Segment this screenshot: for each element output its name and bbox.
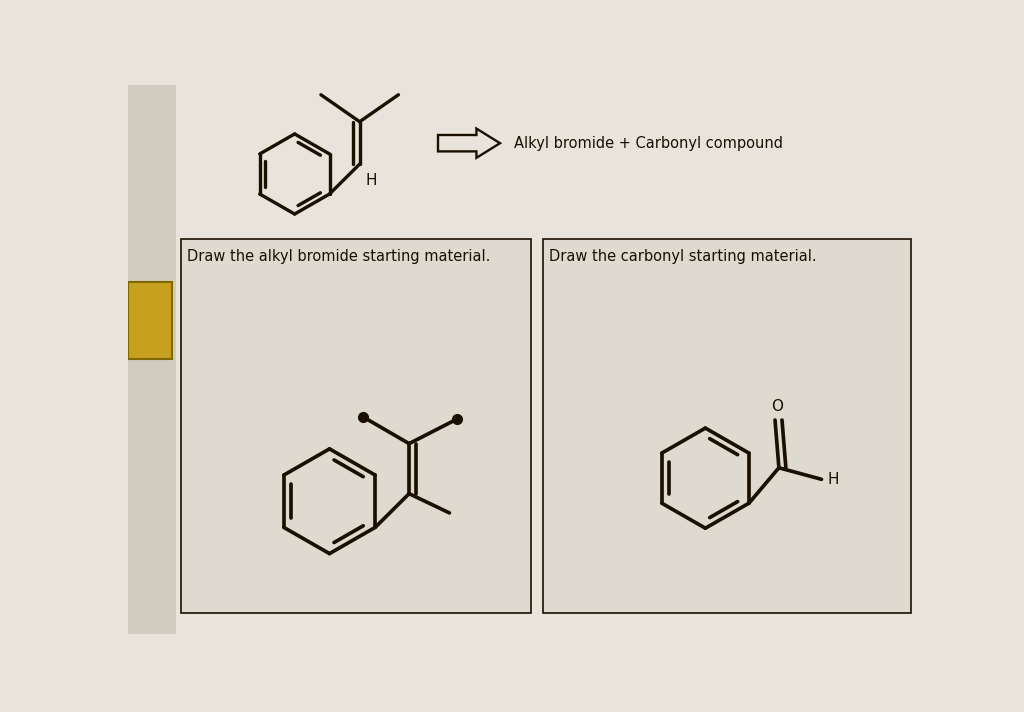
Text: Draw the alkyl bromide starting material.: Draw the alkyl bromide starting material… — [187, 248, 490, 263]
Text: H: H — [366, 173, 378, 188]
Bar — [180, 239, 531, 613]
Text: O: O — [771, 399, 783, 414]
Bar — [128, 282, 171, 359]
Bar — [543, 239, 910, 613]
Bar — [128, 85, 176, 634]
Text: Alkyl bromide + Carbonyl compound: Alkyl bromide + Carbonyl compound — [514, 136, 783, 151]
Bar — [128, 282, 172, 359]
Text: Draw the carbonyl starting material.: Draw the carbonyl starting material. — [549, 248, 816, 263]
Bar — [168, 282, 171, 359]
Polygon shape — [438, 129, 500, 158]
Text: H: H — [827, 472, 840, 487]
